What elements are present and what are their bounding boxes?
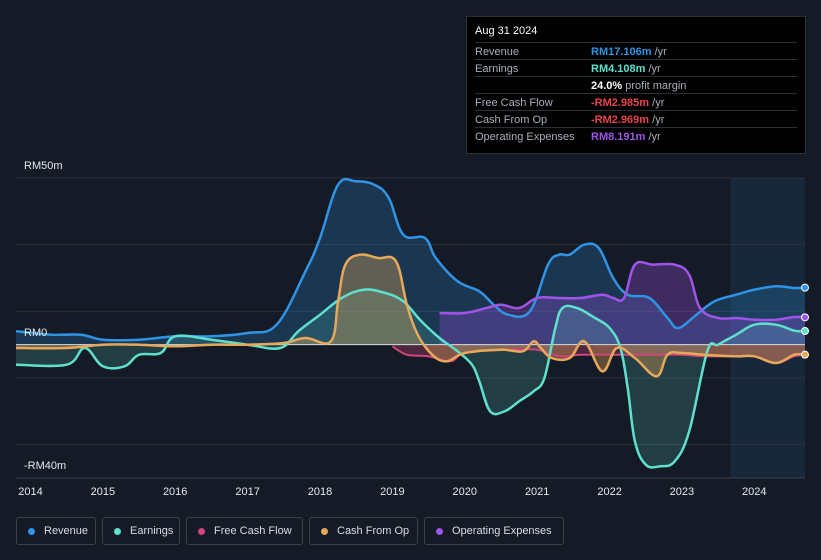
cash-from-op-end-marker <box>801 350 809 359</box>
revenue-line <box>15 177 806 342</box>
legend-item-operating-expenses[interactable]: Operating Expenses <box>424 517 564 545</box>
legend-item-revenue[interactable]: Revenue <box>16 517 96 545</box>
tooltip-row: Free Cash Flow -RM2.985m /yr <box>475 93 797 111</box>
tooltip-row-value: RM8.191m /yr <box>591 131 661 143</box>
revenue-area <box>16 179 805 345</box>
x-tick-label: 2015 <box>90 486 116 498</box>
legend-label: Free Cash Flow <box>214 525 292 537</box>
tooltip-row-value: 24.0% profit margin <box>591 80 687 92</box>
legend-dot-icon <box>198 528 205 535</box>
legend-dot-icon <box>28 528 35 535</box>
x-tick-label: 2020 <box>452 486 478 498</box>
legend-label: Cash From Op <box>337 525 410 537</box>
x-tick-label: 2021 <box>524 486 550 498</box>
tooltip-row-value: -RM2.969m /yr <box>591 114 665 126</box>
operating-expenses-line <box>439 260 806 322</box>
legend-label: Revenue <box>44 525 89 537</box>
legend-dot-icon <box>436 528 443 535</box>
tooltip-row-label: Earnings <box>475 63 519 75</box>
tooltip-row-value: -RM2.985m /yr <box>591 97 665 109</box>
earnings-end-marker <box>801 327 809 335</box>
tooltip-row-label: Revenue <box>475 46 520 58</box>
legend-item-free-cash-flow[interactable]: Free Cash Flow <box>186 517 303 545</box>
x-tick-label: 2014 <box>18 486 43 498</box>
tooltip-row-value: RM17.106m /yr <box>591 46 667 58</box>
y-label-top: RM50m <box>24 160 63 172</box>
tooltip-row-value: RM4.108m /yr <box>591 63 661 75</box>
legend-label: Operating Expenses <box>452 525 552 537</box>
earnings-line <box>15 288 806 469</box>
x-tick-label: 2024 <box>742 486 767 498</box>
legend-dot-icon <box>114 528 121 535</box>
data-tooltip: Aug 31 2024 Revenue RM17.106m /yr Earnings… <box>466 16 806 154</box>
tooltip-row-label: Operating Expenses <box>475 131 575 143</box>
operating-expenses-end-marker <box>801 313 809 322</box>
y-label-bottom: -RM40m <box>24 460 67 472</box>
x-tick-label: 2022 <box>597 486 622 498</box>
legend-item-earnings[interactable]: Earnings <box>102 517 180 545</box>
revenue-end-marker <box>801 283 809 292</box>
tooltip-row: 24.0% profit margin <box>475 76 797 94</box>
cash-from-op-area <box>16 254 805 377</box>
tooltip-row-label: Cash From Op <box>475 114 548 126</box>
legend-label: Earnings <box>130 525 174 537</box>
y-label-zero: RM0 <box>24 327 48 339</box>
legend-dot-icon <box>321 528 328 535</box>
x-tick-label: 2017 <box>235 486 260 498</box>
tooltip-date: Aug 31 2024 <box>475 25 538 37</box>
x-tick-label: 2019 <box>380 486 405 498</box>
cash-from-op-line <box>15 253 806 378</box>
tooltip-row: Operating Expenses RM8.191m /yr <box>475 127 797 145</box>
x-tick-label: 2016 <box>162 486 188 498</box>
x-tick-label: 2018 <box>307 486 333 498</box>
operating-expenses-area <box>439 262 805 345</box>
tooltip-row: Earnings RM4.108m /yr <box>475 59 797 77</box>
legend-item-cash-from-op[interactable]: Cash From Op <box>309 517 418 545</box>
forecast-band <box>730 178 805 478</box>
tooltip-row: Cash From Op -RM2.969m /yr <box>475 110 797 128</box>
x-tick-label: 2023 <box>669 486 695 498</box>
tooltip-row: Revenue RM17.106m /yr <box>475 42 797 60</box>
tooltip-row-label: Free Cash Flow <box>475 97 553 109</box>
earnings-area <box>16 289 805 468</box>
